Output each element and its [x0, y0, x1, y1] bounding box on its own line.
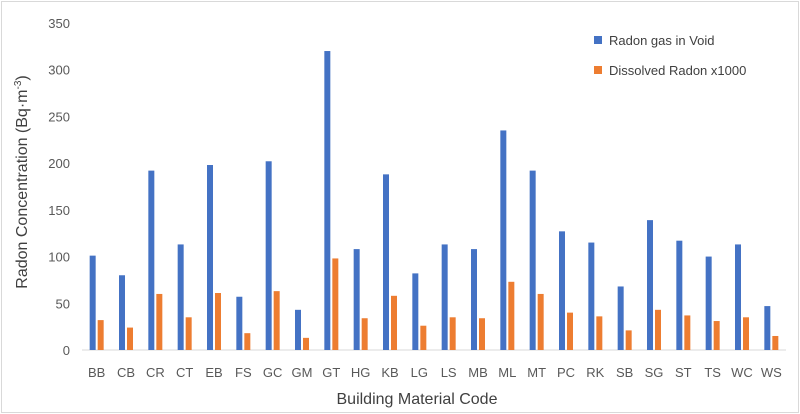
bar-dissolved-radon-lg — [420, 325, 427, 350]
x-tick-label-eb: EB — [205, 365, 222, 380]
bar-radon-void-gm — [295, 309, 301, 350]
bar-dissolved-radon-ls — [449, 317, 456, 350]
x-tick-label-bb: BB — [88, 365, 105, 380]
y-tick-label: 350 — [48, 16, 70, 31]
bar-dissolved-radon-hg — [361, 318, 368, 350]
x-tick-label-mt: MT — [527, 365, 546, 380]
x-tick-label-sg: SG — [645, 365, 664, 380]
bar-dissolved-radon-kb — [391, 295, 397, 350]
x-tick-label-ws: WS — [761, 365, 782, 380]
legend-swatch-radon-void — [594, 36, 602, 44]
x-tick-label-lg: LG — [411, 365, 428, 380]
bar-dissolved-radon-ws — [772, 335, 779, 350]
bar-radon-void-kb — [383, 174, 389, 350]
x-tick-label-pc: PC — [557, 365, 575, 380]
bar-radon-void-st — [676, 240, 683, 350]
bar-dissolved-radon-cb — [127, 327, 133, 350]
x-axis-ticks: BB CB CR CT EB FS GC GM GT HG KB LG LS MB ML MT PC RK SB SG… — [88, 365, 782, 380]
bar-dissolved-radon-gt — [332, 258, 339, 350]
bar-radon-void-mt — [529, 170, 536, 350]
bar-dissolved-radon-ct — [185, 317, 192, 350]
x-tick-label-gc: GC — [263, 365, 283, 380]
bar-dissolved-radon-eb — [215, 293, 221, 350]
bar-radon-void-eb — [207, 165, 213, 350]
bar-radon-void-gc — [265, 161, 272, 350]
bar-dissolved-radon-ml — [508, 281, 515, 350]
y-tick-label: 50 — [56, 296, 70, 311]
legend-label-radon-void: Radon gas in Void — [609, 33, 715, 48]
x-tick-label-rk: RK — [586, 365, 604, 380]
bar-dissolved-radon-cr — [156, 293, 163, 350]
legend: Radon gas in Void Dissolved Radon x1000 — [594, 33, 746, 78]
x-tick-label-hg: HG — [351, 365, 371, 380]
y-axis-ticks: 0 50 100 150 200 250 300 350 — [48, 16, 70, 358]
bar-radon-void-lg — [412, 273, 419, 350]
bar-radon-void-ml — [500, 130, 507, 350]
bars — [89, 51, 779, 351]
y-axis-title-main: Radon Concentration (Bq·m — [14, 90, 31, 289]
bar-radon-void-ts — [705, 256, 712, 350]
x-tick-label-ls: LS — [441, 365, 457, 380]
y-axis-title-end: ) — [14, 75, 31, 80]
bar-radon-void-rk — [588, 242, 595, 350]
bar-radon-void-cb — [119, 275, 125, 350]
bar-dissolved-radon-sb — [625, 330, 632, 350]
y-tick-label: 0 — [63, 343, 70, 358]
y-tick-label: 150 — [48, 203, 70, 218]
bar-dissolved-radon-bb — [97, 320, 104, 350]
bar-dissolved-radon-mb — [479, 318, 485, 350]
bar-radon-void-gt — [324, 51, 331, 351]
bar-dissolved-radon-gc — [273, 291, 280, 350]
x-tick-label-gt: GT — [322, 365, 340, 380]
x-tick-label-ts: TS — [704, 365, 721, 380]
bar-radon-void-mb — [471, 249, 477, 350]
x-axis-title: Building Material Code — [337, 391, 498, 408]
bar-radon-void-wc — [735, 244, 741, 350]
bar-radon-void-hg — [353, 249, 360, 350]
legend-label-dissolved-radon: Dissolved Radon x1000 — [609, 63, 746, 78]
x-tick-label-fs: FS — [235, 365, 252, 380]
bar-radon-void-bb — [89, 255, 96, 350]
bar-radon-void-cr — [148, 170, 155, 350]
y-tick-label: 250 — [48, 109, 70, 124]
bar-radon-void-ls — [441, 244, 448, 350]
y-tick-label: 100 — [48, 250, 70, 265]
x-tick-label-wc: WC — [731, 365, 753, 380]
y-axis-title-sup: -3 — [13, 80, 24, 89]
bar-radon-void-pc — [559, 231, 565, 350]
bar-dissolved-radon-ts — [713, 321, 720, 350]
x-tick-label-kb: KB — [381, 365, 398, 380]
x-tick-label-sb: SB — [616, 365, 633, 380]
bar-radon-void-fs — [236, 296, 243, 350]
x-tick-label-st: ST — [675, 365, 692, 380]
x-tick-label-ml: ML — [498, 365, 516, 380]
bar-radon-void-ws — [764, 306, 771, 350]
bar-dissolved-radon-fs — [244, 333, 251, 350]
bar-dissolved-radon-sg — [655, 309, 661, 350]
bar-dissolved-radon-mt — [537, 293, 544, 350]
y-tick-label: 200 — [48, 156, 70, 171]
bar-dissolved-radon-pc — [567, 312, 573, 350]
y-axis-title: Radon Concentration (Bq·m-3) — [13, 75, 31, 288]
bar-radon-void-sb — [617, 286, 624, 350]
bar-radon-void-ct — [177, 244, 184, 350]
y-tick-label: 300 — [48, 63, 70, 78]
bar-dissolved-radon-st — [684, 315, 691, 350]
legend-swatch-dissolved-radon — [594, 66, 602, 74]
x-tick-label-mb: MB — [468, 365, 488, 380]
x-tick-label-ct: CT — [176, 365, 193, 380]
x-tick-label-cr: CR — [146, 365, 165, 380]
x-tick-label-gm: GM — [292, 365, 313, 380]
bar-dissolved-radon-rk — [596, 316, 603, 350]
bar-dissolved-radon-gm — [303, 337, 309, 350]
x-tick-label-cb: CB — [117, 365, 135, 380]
bar-dissolved-radon-wc — [743, 317, 749, 350]
bar-radon-void-sg — [647, 220, 653, 350]
